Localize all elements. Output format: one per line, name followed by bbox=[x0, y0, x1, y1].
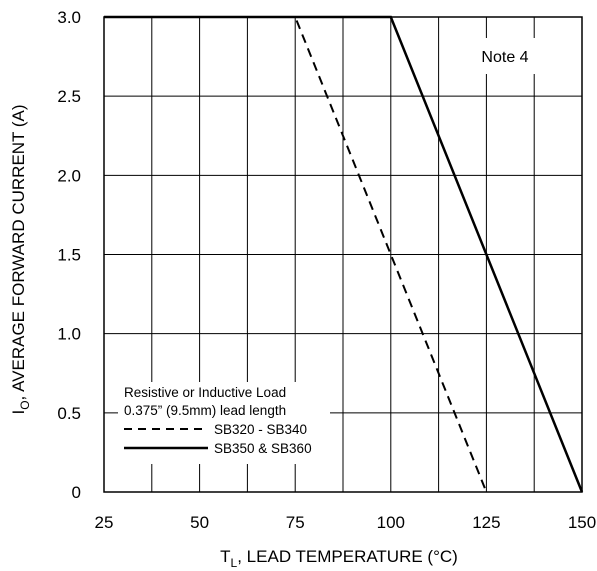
y-axis-title: IO, AVERAGE FORWARD CURRENT (A) bbox=[9, 104, 32, 414]
legend: Resistive or Inductive Load 0.375” (9.5m… bbox=[118, 382, 330, 464]
x-tick-label: 150 bbox=[568, 513, 596, 532]
x-tick-label: 25 bbox=[95, 513, 114, 532]
legend-background bbox=[118, 382, 330, 464]
y-axis-title-main: I bbox=[9, 410, 28, 415]
y-tick-label: 2.0 bbox=[57, 166, 81, 185]
x-axis-title-main: T bbox=[220, 547, 230, 566]
x-tick-labels: 25 50 75 100 125 150 bbox=[95, 513, 597, 532]
x-axis-title: TL, LEAD TEMPERATURE (°C) bbox=[220, 547, 458, 570]
legend-header-line-1: Resistive or Inductive Load bbox=[124, 385, 286, 400]
legend-entry-sb320-sb340: SB320 - SB340 bbox=[214, 422, 307, 437]
x-axis-title-rest: , LEAD TEMPERATURE (°C) bbox=[237, 547, 458, 566]
note-annotation: Note 4 bbox=[481, 49, 528, 66]
y-tick-label: 0.5 bbox=[57, 404, 81, 423]
x-tick-label: 75 bbox=[286, 513, 305, 532]
x-tick-label: 50 bbox=[190, 513, 209, 532]
grid-lines bbox=[104, 17, 582, 492]
legend-entry-sb350-sb360: SB350 & SB360 bbox=[214, 441, 312, 456]
y-tick-label: 1.5 bbox=[57, 246, 81, 265]
legend-header-line-2: 0.375” (9.5mm) lead length bbox=[124, 403, 286, 418]
note-box bbox=[466, 38, 544, 74]
x-axis-title-sub: L bbox=[231, 556, 238, 570]
y-tick-label: 2.5 bbox=[57, 87, 81, 106]
y-tick-labels: 0 0.5 1.0 1.5 2.0 2.5 3.0 bbox=[57, 8, 81, 502]
y-axis-title-rest: , AVERAGE FORWARD CURRENT (A) bbox=[9, 104, 28, 400]
y-tick-label: 3.0 bbox=[57, 8, 81, 27]
series-lines bbox=[104, 15, 584, 493]
x-tick-label: 100 bbox=[377, 513, 405, 532]
y-tick-label: 0 bbox=[72, 483, 81, 502]
y-tick-label: 1.0 bbox=[57, 325, 81, 344]
y-axis-title-sub: O bbox=[18, 400, 32, 409]
x-tick-label: 125 bbox=[472, 513, 500, 532]
series-line-solid bbox=[104, 15, 584, 493]
